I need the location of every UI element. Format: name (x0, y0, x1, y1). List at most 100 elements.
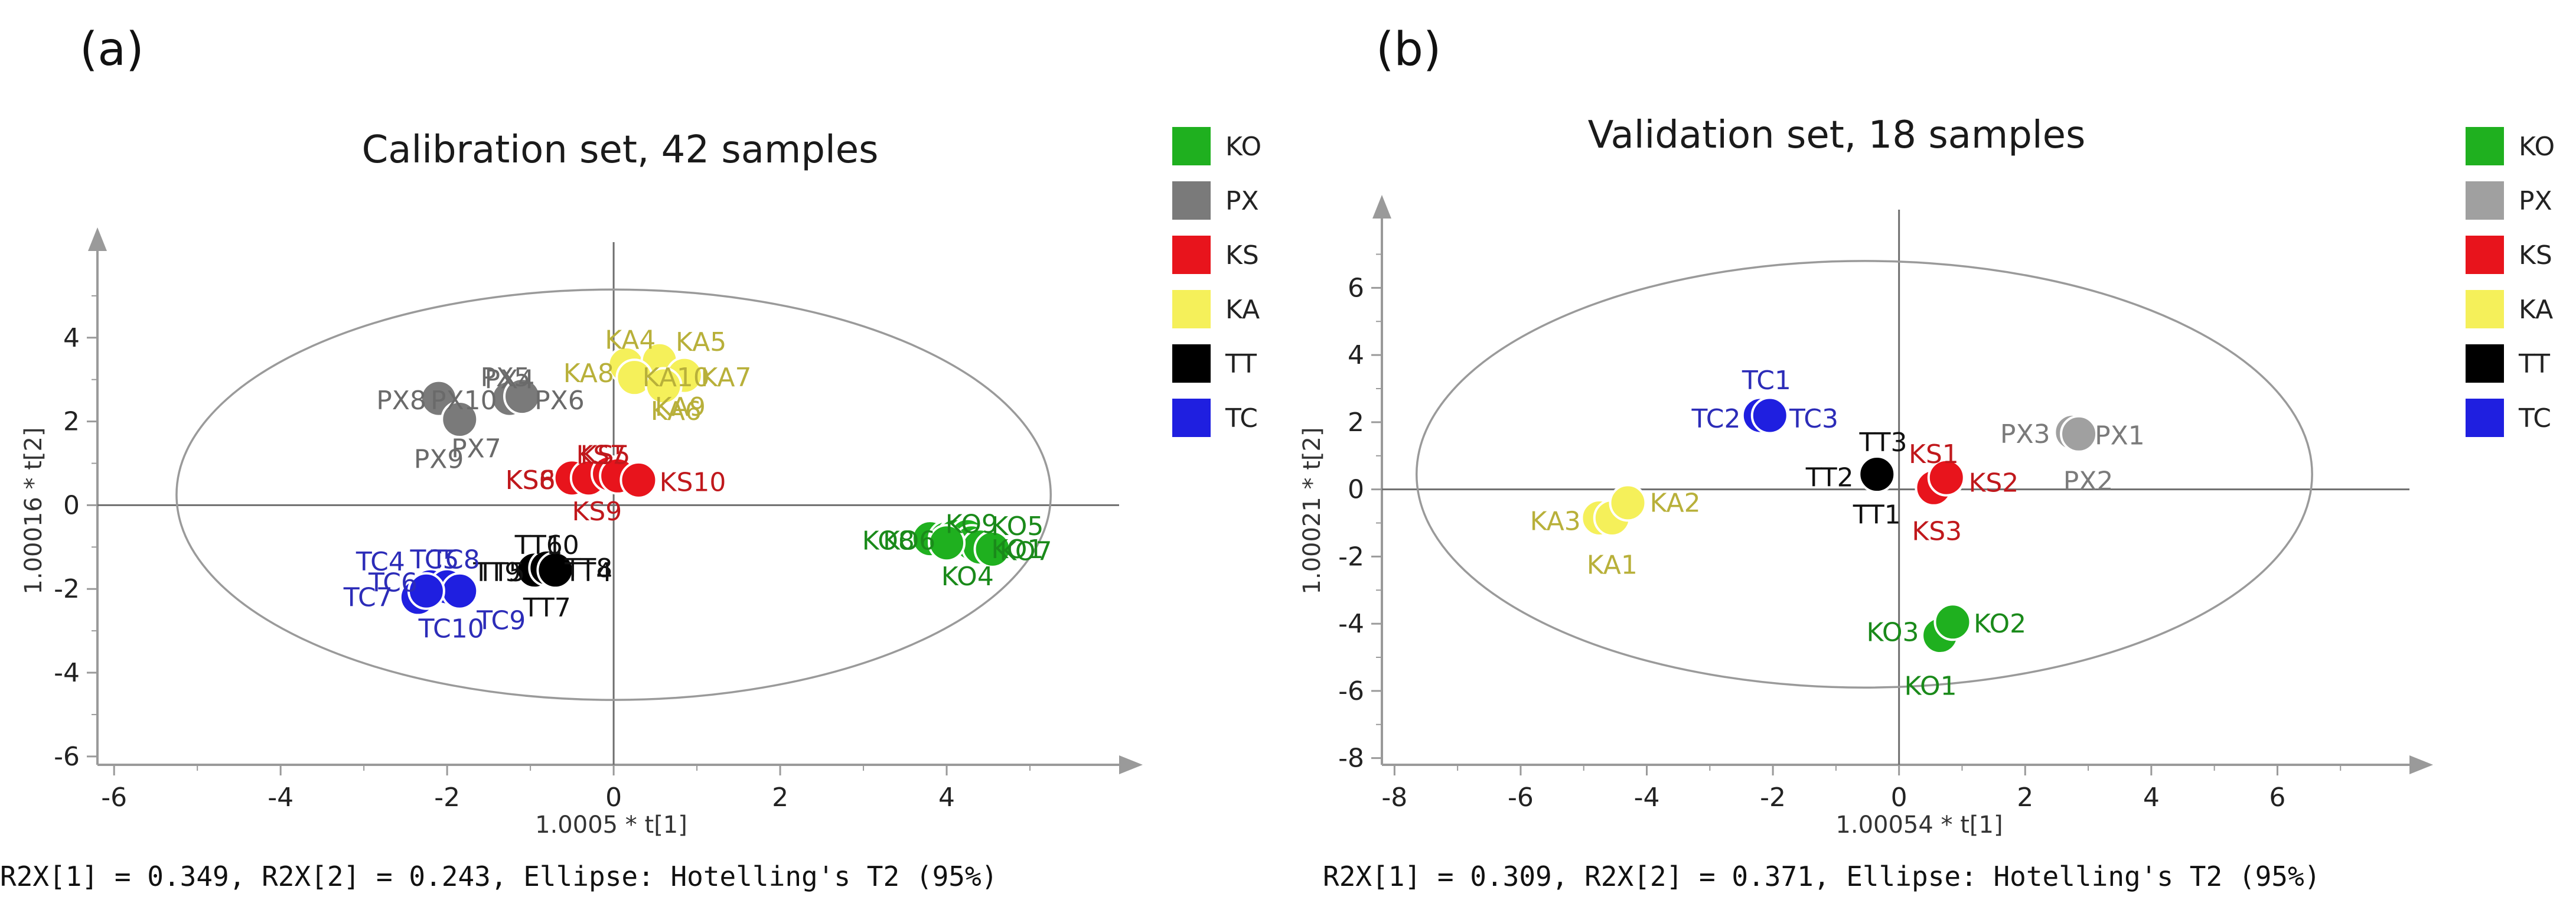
y-tick-label: 0 (63, 490, 80, 520)
point-label: KO1 (991, 534, 1044, 565)
point-label: PX7 (451, 434, 501, 464)
x-tick-label: 0 (605, 783, 622, 813)
point-label: KA6 (651, 396, 702, 426)
point-label: KO1 (1905, 671, 1957, 701)
point-tc (407, 572, 445, 610)
legend-swatch-ka (1172, 290, 1211, 328)
point-label: KS2 (1968, 468, 2019, 498)
legend-swatch-ks (2466, 236, 2504, 274)
x-tick-label: 0 (1891, 783, 1907, 813)
legend-label: TC (2518, 403, 2551, 433)
x-axis-arrow (1119, 755, 1143, 774)
point-label: KO3 (1866, 617, 1919, 647)
point-label: PX4 (485, 365, 535, 395)
point-label: KA9 (655, 392, 706, 422)
y-tick-label: 4 (1348, 340, 1364, 370)
point-label: PX2 (2063, 466, 2114, 496)
panel-validation: (b) Validation set, 18 samples -8 -6 -4 -2 0 2 4… (1299, 23, 2555, 892)
point-label: KO6 (883, 526, 935, 556)
y-axis-arrow (1372, 195, 1391, 219)
legend-label: KO (2519, 132, 2555, 162)
legend-label: TT (1225, 349, 1257, 379)
point-label: TC4 (356, 547, 405, 577)
point-label: KO5 (991, 511, 1044, 542)
y-tick-label: -2 (1338, 542, 1364, 572)
footnote: R2X[1] = 0.349, R2X[2] = 0.243, Ellipse:… (0, 860, 997, 892)
x-tick-label: -6 (101, 783, 127, 813)
point-ko (928, 524, 966, 562)
point-label: PX5 (480, 363, 530, 393)
legend-label: KS (2519, 240, 2552, 270)
point-tc (441, 572, 479, 610)
x-tick-label: 2 (2017, 783, 2033, 813)
point-label: KA5 (676, 327, 726, 357)
point-label: TT9 (472, 558, 521, 588)
legend-swatch-px (1172, 181, 1211, 220)
legend-swatch-tc (1172, 399, 1211, 437)
point-label: TC5 (409, 545, 459, 575)
point-label: PX3 (2000, 419, 2050, 449)
panel-label: (b) (1376, 23, 1441, 76)
point-ko (1933, 603, 1972, 641)
y-tick-label: -8 (1338, 744, 1364, 774)
hotelling-ellipse (175, 288, 1052, 701)
point-label: TT5 (477, 558, 525, 588)
hotelling-ellipse (1415, 260, 2313, 689)
y-tick-label: 6 (1348, 273, 1364, 303)
x-tick-label: 2 (772, 783, 788, 813)
point-label: PX1 (2095, 421, 2145, 451)
x-tick-label: -6 (1508, 783, 1534, 813)
point-px (441, 400, 479, 439)
x-axis-label: 1.00054 * t[1] (1835, 811, 2003, 839)
point-label: KS6 (506, 465, 556, 495)
y-axis-label: 1.00016 * t[2] (20, 427, 47, 594)
legend-swatch-ko (1172, 127, 1211, 165)
point-label: KA10 (643, 363, 710, 393)
point-px (2060, 415, 2098, 453)
point-ko (973, 530, 1012, 568)
legend-label: PX (1225, 186, 1259, 216)
point-label: TC3 (1789, 404, 1838, 434)
x-axis-label: 1.0005 * t[1] (535, 811, 687, 839)
point-label: TT4 (564, 558, 612, 588)
point-ka (1609, 484, 1647, 522)
point-label: KA2 (1649, 488, 1700, 518)
point-label: TT2 (1805, 463, 1854, 493)
point-label: TT7 (523, 593, 571, 623)
point-label: TC2 (1691, 404, 1740, 434)
point-label: KS8 (506, 465, 556, 495)
point-ks (619, 461, 658, 499)
x-tick-label: 4 (2143, 783, 2160, 813)
y-tick-label: 0 (1348, 475, 1364, 505)
y-axis-label: 1.00021 * t[2] (1299, 427, 1326, 594)
y-axis-arrow (88, 227, 107, 251)
footnote: R2X[1] = 0.309, R2X[2] = 0.371, Ellipse:… (1323, 860, 2320, 892)
point-label: TT3 (1858, 428, 1907, 458)
chart-title: Calibration set, 42 samples (362, 128, 879, 172)
legend-label: KO (1225, 132, 1261, 162)
point-tt (536, 551, 575, 589)
point-label: TC6 (368, 568, 418, 598)
panel-label: (a) (80, 23, 144, 76)
panel-calibration: (a) Calibration set, 42 samples -6 -4 -2 0 2 4 -… (0, 23, 1261, 892)
point-label: KO9 (945, 509, 998, 539)
x-tick-label: -4 (1634, 783, 1660, 813)
legend-label: TC (1225, 403, 1258, 433)
legend-swatch-tt (1172, 344, 1211, 383)
legend-label: KA (1225, 295, 1260, 325)
point-label: TC7 (343, 582, 393, 612)
chart-title: Validation set, 18 samples (1588, 113, 2086, 157)
point-label: KS3 (1912, 517, 1962, 547)
x-axis-arrow (2409, 755, 2433, 774)
point-ka (644, 367, 683, 405)
point-label: TT6 (514, 530, 563, 560)
point-label: KO7 (999, 536, 1052, 566)
point-label: TT8 (564, 553, 612, 583)
legend-label: KA (2519, 295, 2553, 325)
x-tick-label: 4 (938, 783, 955, 813)
x-tick-label: -8 (1381, 783, 1407, 813)
point-label: KS10 (660, 467, 726, 497)
point-label: KA1 (1587, 550, 1638, 581)
point-label: TT1 (1853, 500, 1901, 530)
point-label: PX6 (534, 386, 585, 416)
